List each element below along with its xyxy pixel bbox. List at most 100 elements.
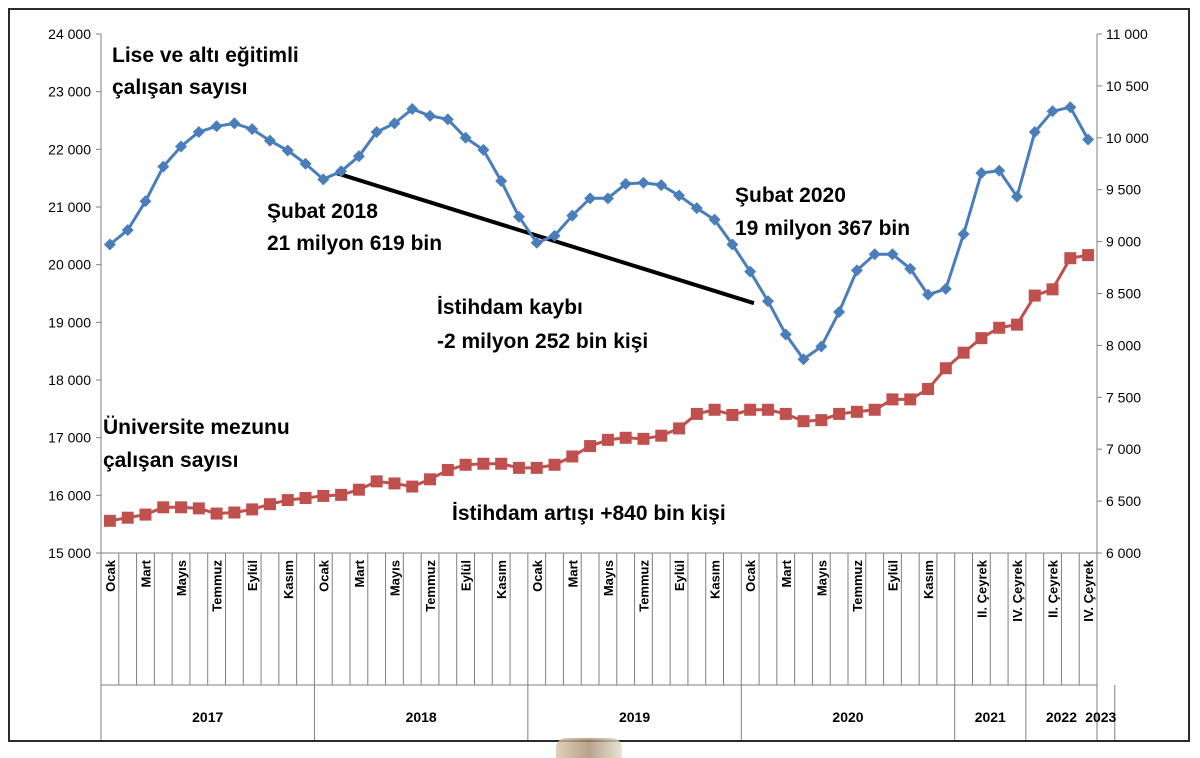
series-2-point xyxy=(761,403,774,416)
left-tick-label: 18 000 xyxy=(48,372,91,388)
right-tick-label: 6 000 xyxy=(1106,545,1141,561)
period-label: Eylül xyxy=(672,560,687,591)
period-label: Mayıs xyxy=(601,560,616,596)
decorative-object xyxy=(556,738,622,758)
series-2-point xyxy=(335,488,348,501)
series-2-point xyxy=(139,508,152,521)
series-2-point xyxy=(833,407,846,420)
kayip-line1: İstihdam kaybı xyxy=(437,296,583,319)
left-tick-label: 23 000 xyxy=(48,84,91,100)
series-2-point xyxy=(957,346,970,359)
right-axis-ticks: 6 000 6 500 7 000 7 500 8 000 8 500 9 000 9 500… xyxy=(1097,26,1149,561)
series-1-point xyxy=(1082,133,1095,146)
series-2-point xyxy=(1064,252,1077,265)
series-2-point xyxy=(1028,289,1041,302)
series-1-point xyxy=(761,295,774,308)
right-tick-label: 7 000 xyxy=(1106,441,1141,457)
series-2-point xyxy=(424,473,437,486)
series-1-point xyxy=(548,229,561,242)
series-2-point xyxy=(993,321,1006,334)
series-2-point xyxy=(246,503,259,516)
period-label: Kasım xyxy=(921,560,936,599)
series-1-point xyxy=(157,160,170,173)
subat2018-line2: 21 milyon 619 bin xyxy=(267,232,442,255)
series-2-point xyxy=(352,483,365,496)
series-2-point xyxy=(886,393,899,406)
series-1-point xyxy=(601,192,614,205)
series-1-point xyxy=(352,150,365,163)
series-2-point xyxy=(477,457,490,470)
series-2-point xyxy=(495,457,508,470)
series-1-point xyxy=(619,177,632,190)
series-1-point xyxy=(103,238,116,251)
series-2-point xyxy=(459,458,472,471)
period-label: II. Çeyrek xyxy=(974,559,989,618)
series-2-point xyxy=(726,408,739,421)
series-1-point xyxy=(495,175,508,188)
series-1-point xyxy=(299,157,312,170)
lise-label-line2: çalışan sayısı xyxy=(112,76,247,99)
period-label: Kasım xyxy=(281,560,296,599)
left-axis-ticks: 15 000 16 000 17 000 18 000 19 000 20 000 21 0… xyxy=(48,26,101,561)
left-tick-label: 17 000 xyxy=(48,430,91,446)
univ-label-line2: çalışan sayısı xyxy=(103,449,238,472)
series-1-point xyxy=(175,140,188,153)
series-1-point xyxy=(1064,101,1077,114)
series-2-point xyxy=(850,405,863,418)
series-2-point xyxy=(655,429,668,442)
series-1-point xyxy=(566,209,579,222)
series-2-point xyxy=(175,501,188,514)
lise-label-line1: Lise ve altı eğitimli xyxy=(112,44,299,67)
series-1-point xyxy=(192,126,205,139)
series-2-point xyxy=(566,450,579,463)
period-label: Kasım xyxy=(708,560,723,599)
series-1-point xyxy=(317,173,330,186)
period-label: Eylül xyxy=(885,560,900,591)
right-tick-label: 8 500 xyxy=(1106,286,1141,302)
series-2-point xyxy=(601,433,614,446)
period-label: Temmuz xyxy=(423,560,438,612)
artis-label: İstihdam artışı +840 bin kişi xyxy=(452,502,726,525)
left-tick-label: 15 000 xyxy=(48,545,91,561)
series-1-point xyxy=(886,248,899,261)
chart-axes xyxy=(100,34,1098,554)
series-1-point xyxy=(281,144,294,157)
series-2-point xyxy=(121,511,134,524)
series-2-point xyxy=(975,332,988,345)
series-2-point xyxy=(192,502,205,515)
series-1-point xyxy=(1028,126,1041,139)
series-2-point xyxy=(210,507,223,520)
right-tick-label: 9 500 xyxy=(1106,182,1141,198)
series-2-point xyxy=(1082,249,1095,262)
series-1-point xyxy=(1046,105,1059,118)
series-2-point xyxy=(904,393,917,406)
series-group xyxy=(103,101,1095,527)
left-tick-label: 19 000 xyxy=(48,314,91,330)
series-2-point xyxy=(317,489,330,502)
year-label: 2023 xyxy=(1085,709,1116,725)
series-2-point xyxy=(157,501,170,514)
period-label: Ocak xyxy=(530,559,545,592)
subat2020-line1: Şubat 2020 xyxy=(735,184,846,207)
right-tick-label: 10 000 xyxy=(1106,130,1149,146)
right-tick-label: 7 500 xyxy=(1106,389,1141,405)
left-tick-label: 16 000 xyxy=(48,487,91,503)
series-2-point xyxy=(939,362,952,375)
subat2018-line1: Şubat 2018 xyxy=(267,200,378,223)
series-1-point xyxy=(868,248,881,261)
series-1-point xyxy=(744,265,757,278)
period-label: Mayıs xyxy=(174,560,189,596)
series-2-point xyxy=(584,440,597,453)
series-1-point xyxy=(690,202,703,215)
series-1-point xyxy=(370,126,383,139)
series-2-point xyxy=(281,494,294,507)
series-1-point xyxy=(406,102,419,115)
left-tick-label: 24 000 xyxy=(48,26,91,42)
series-2-point xyxy=(744,403,757,416)
subat2020-line2: 19 milyon 367 bin xyxy=(735,217,910,240)
series-1-point xyxy=(512,210,525,223)
series-2-point xyxy=(512,461,525,474)
period-label: Ocak xyxy=(103,559,118,592)
left-tick-label: 21 000 xyxy=(48,199,91,215)
